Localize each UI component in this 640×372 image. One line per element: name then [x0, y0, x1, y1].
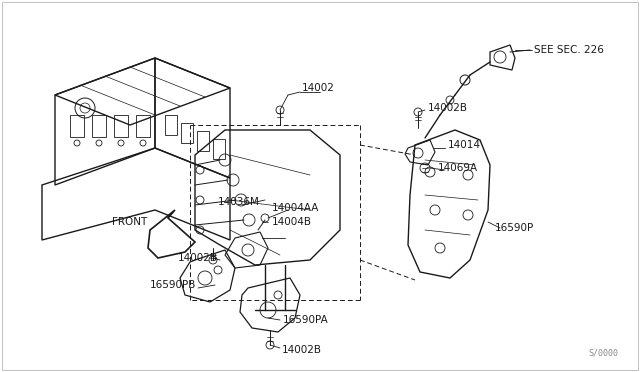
Text: 16590PB: 16590PB — [150, 280, 196, 290]
Text: 14014: 14014 — [448, 140, 481, 150]
Bar — [213, 139, 225, 159]
Polygon shape — [148, 210, 195, 258]
Text: 14002B: 14002B — [178, 253, 218, 263]
Text: 16590PA: 16590PA — [283, 315, 329, 325]
Text: 14002: 14002 — [302, 83, 335, 93]
Text: 14002B: 14002B — [428, 103, 468, 113]
Bar — [70, 115, 84, 137]
Bar — [92, 115, 106, 137]
Bar — [114, 115, 128, 137]
Text: 14069A: 14069A — [438, 163, 478, 173]
Text: SEE SEC. 226: SEE SEC. 226 — [534, 45, 604, 55]
Text: 14004B: 14004B — [272, 217, 312, 227]
Text: 14002B: 14002B — [282, 345, 322, 355]
Bar — [165, 115, 177, 135]
Text: 14036M: 14036M — [218, 197, 260, 207]
Text: 14004AA: 14004AA — [272, 203, 319, 213]
Text: FRONT: FRONT — [112, 217, 147, 227]
Bar — [136, 115, 150, 137]
Bar — [181, 123, 193, 143]
Text: S/0000: S/0000 — [588, 349, 618, 358]
Text: 16590P: 16590P — [495, 223, 534, 233]
Bar — [197, 131, 209, 151]
